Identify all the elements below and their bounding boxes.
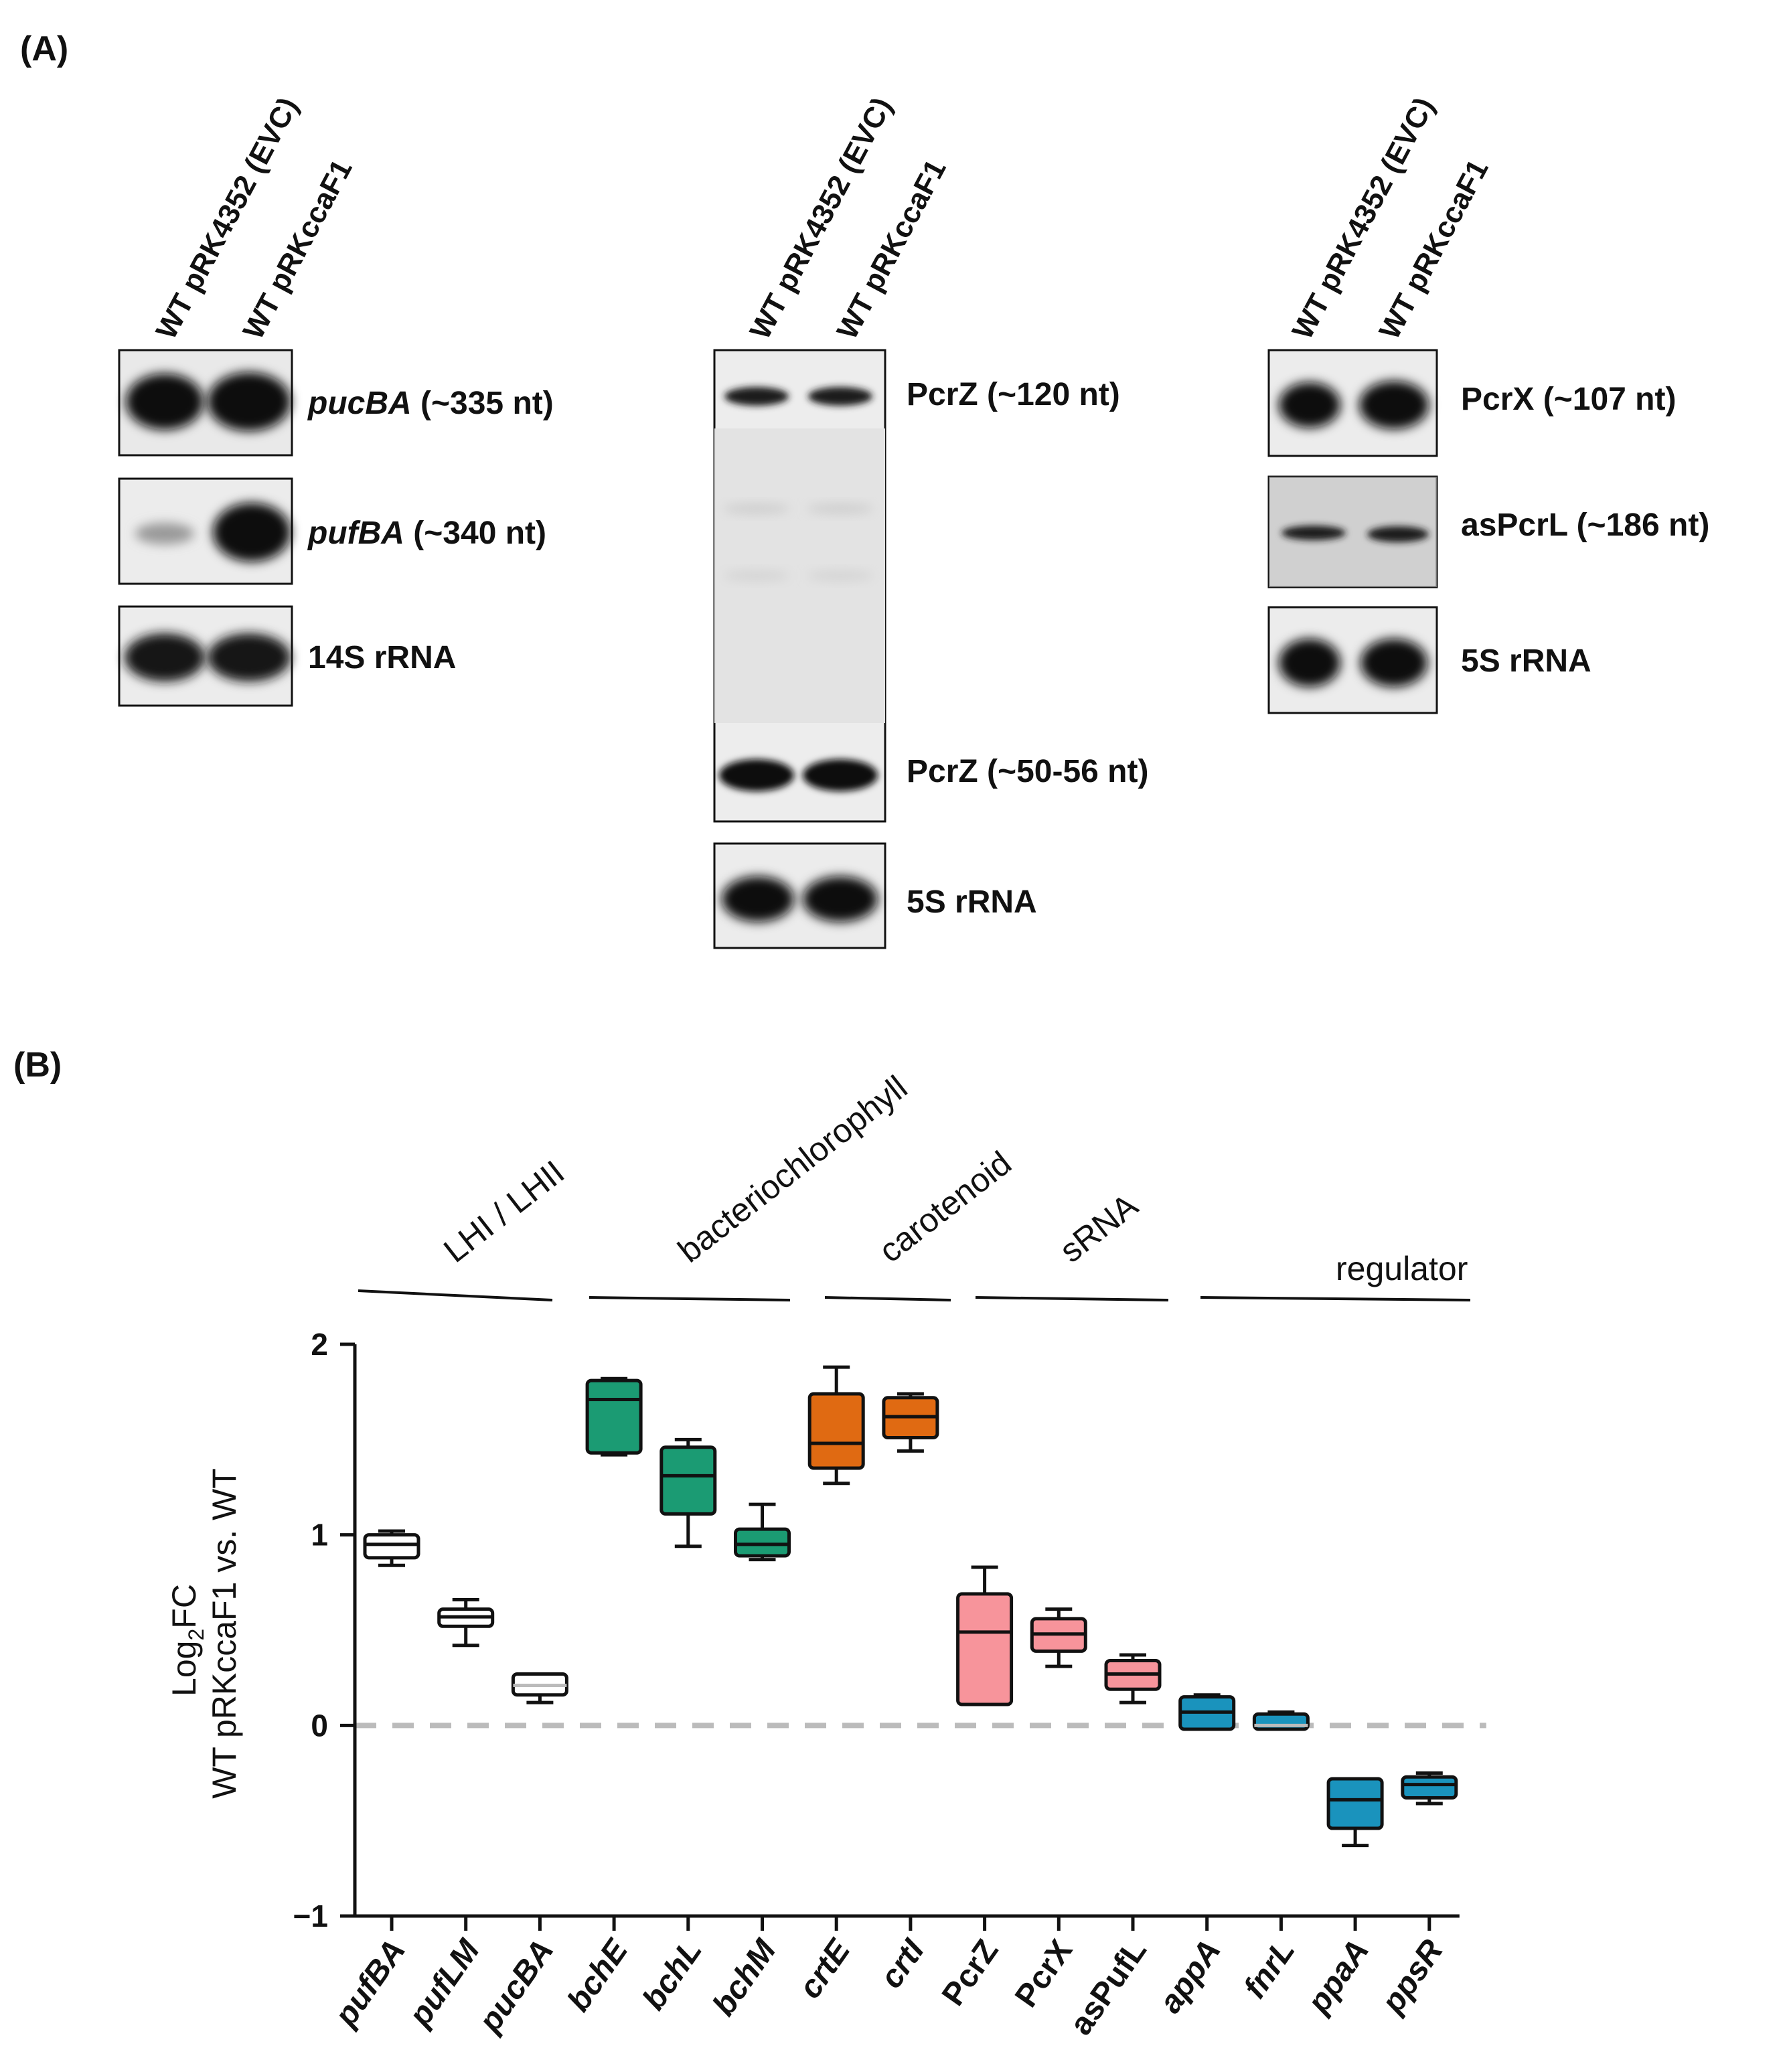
box <box>363 1533 420 1560</box>
blot-pucba <box>118 349 293 457</box>
group-line <box>358 1289 553 1301</box>
box <box>585 1378 643 1455</box>
blot-label-5s-rrna-right: 5S rRNA <box>1461 643 1591 679</box>
group-line <box>1200 1296 1471 1301</box>
x-tick-label: PcrX <box>1008 1933 1079 2014</box>
x-tick-label: asPufL <box>1063 1933 1154 2041</box>
box <box>1326 1777 1384 1830</box>
box <box>659 1445 717 1516</box>
group-label: regulator <box>1336 1250 1468 1287</box>
blot-pcrz <box>713 349 886 823</box>
x-tick-label: ppaA <box>1300 1933 1376 2020</box>
x-tick-label: ppsR <box>1374 1933 1450 2021</box>
group-line <box>975 1296 1169 1301</box>
y-tick-label: −1 <box>293 1899 328 1933</box>
lane-headers-middle: WT pRK4352 (EVC) WT pRKccaF1 <box>744 92 953 345</box>
x-tick-label: PcrZ <box>935 1933 1006 2012</box>
x-tick-label: bchM <box>706 1933 783 2022</box>
group-label: LHI / LHII <box>437 1153 571 1270</box>
panel-a-label: (A) <box>20 29 68 68</box>
group-line <box>589 1296 791 1301</box>
x-tick-label: appA <box>1152 1933 1227 2020</box>
lane-headers-left: WT pRK4352 (EVC) WT pRKccaF1 <box>150 92 359 345</box>
blot-5s-rrna-right <box>1267 606 1438 714</box>
box <box>956 1592 1014 1706</box>
blot-aspcrl <box>1267 475 1438 588</box>
y-tick-label: 1 <box>311 1518 328 1552</box>
x-tick-label: crtI <box>874 1933 932 1995</box>
box <box>807 1392 865 1470</box>
blot-5s-rrna-middle <box>713 842 886 949</box>
blot-label-pcrz-120: PcrZ (~120 nt) <box>907 377 1120 412</box>
y-tick-label: 2 <box>311 1327 328 1362</box>
blot-14s-rrna <box>118 605 293 707</box>
blot-label-pcrx: PcrX (~107 nt) <box>1461 382 1676 417</box>
blot-label-5s-rrna-middle: 5S rRNA <box>907 884 1037 920</box>
blot-pcrx <box>1267 349 1438 457</box>
blot-label-aspcrl: asPcrL (~186 nt) <box>1461 507 1709 543</box>
lane-headers-right: WT pRK4352 (EVC) WT pRKccaF1 <box>1286 92 1495 345</box>
x-tick-label: bchE <box>560 1932 635 2018</box>
blot-label-pucba: pucBA (~335 nt) <box>307 386 554 421</box>
blot-pufba <box>118 477 293 585</box>
blot-label-14s-rrna: 14S rRNA <box>308 640 456 675</box>
x-tick-label: bchL <box>636 1933 709 2016</box>
x-tick-label: pucBA <box>471 1933 560 2040</box>
group-line <box>824 1296 951 1301</box>
group-label: carotenoid <box>872 1144 1018 1270</box>
x-tick-label: crtE <box>792 1932 858 2005</box>
y-tick-label: 0 <box>311 1708 328 1743</box>
x-tick-label: fnrL <box>1237 1933 1302 2005</box>
box <box>1401 1775 1458 1800</box>
y-axis-label-line2: WT pRKccaF1 vs. WT <box>206 1468 243 1799</box>
blot-label-pufba: pufBA (~340 nt) <box>307 515 546 551</box>
x-tick-label: pufBA <box>327 1933 412 2034</box>
group-label: sRNA <box>1053 1186 1145 1270</box>
y-axis-label-line1: Log2FC <box>165 1584 208 1696</box>
box-plot: 2 1 0 −1 Log2FC WT pRKccaF1 vs. WT LHI / LHII b… <box>165 1068 1486 2041</box>
panel-b-label: (B) <box>13 1046 62 1085</box>
blot-label-pcrz-50: PcrZ (~50-56 nt) <box>907 754 1148 789</box>
box <box>734 1527 791 1558</box>
